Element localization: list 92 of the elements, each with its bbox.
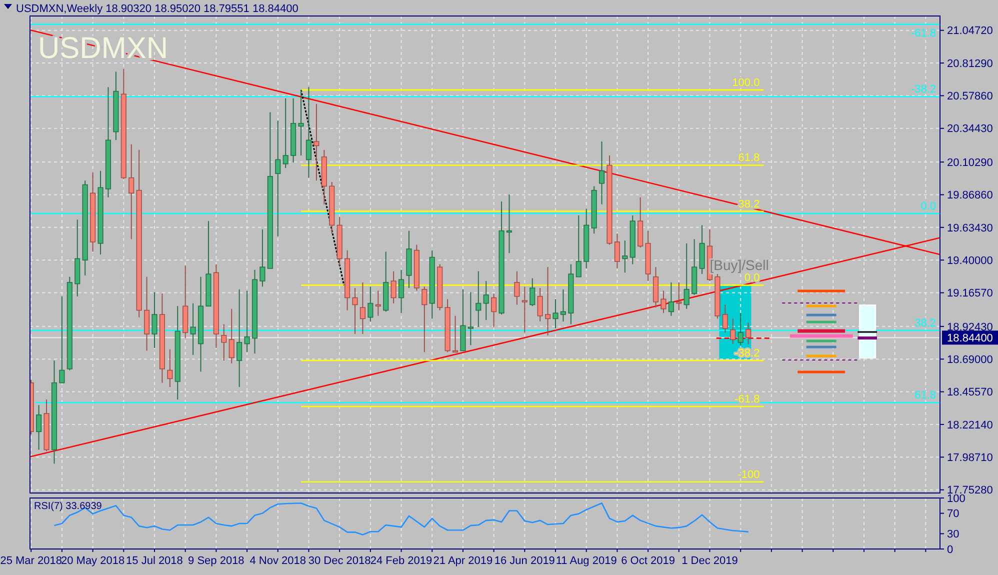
y-tick-label: 30 (947, 528, 960, 541)
candlestick (306, 86, 312, 178)
candlestick (36, 404, 42, 450)
y-tick-label: 19.16570 (947, 288, 993, 300)
candlestick (167, 348, 173, 388)
candlestick (314, 103, 320, 182)
candlestick (228, 308, 234, 364)
y-tick-label: 21.04720 (947, 25, 993, 38)
series-label: -100 (738, 468, 760, 481)
y-tick-label: 18.69000 (947, 354, 993, 366)
candlestick (468, 292, 474, 346)
x-tick-label: 6 Oct 2019 (621, 555, 675, 567)
candlestick (560, 288, 566, 322)
series-label: 61.8 (738, 152, 760, 164)
series-label: 38.2 (738, 198, 760, 210)
candlestick (722, 304, 728, 334)
x-tick-label: 20 May 2018 (60, 555, 125, 567)
candlestick (221, 324, 227, 361)
candlestick (545, 266, 551, 336)
candlestick (422, 286, 428, 353)
candlestick (746, 322, 752, 345)
candlestick (152, 292, 158, 348)
candlestick (368, 286, 374, 322)
y-tick-label: 19.86860 (947, 190, 993, 202)
candlestick (598, 141, 605, 205)
series-label: -38.2 (910, 84, 936, 96)
candlestick (128, 144, 134, 240)
candlestick (352, 287, 358, 334)
candlestick (506, 194, 512, 254)
candlestick (614, 233, 620, 269)
x-tick-label: 15 Jul 2018 (126, 555, 183, 567)
x-tick-label: 4 Nov 2018 (250, 555, 306, 567)
candlestick (275, 120, 281, 237)
x-tick-label: 1 Dec 2019 (682, 555, 738, 567)
candlestick (360, 282, 366, 334)
x-tick-label: 21 Apr 2019 (433, 555, 493, 567)
y-tick-label: 19.40000 (947, 254, 993, 267)
series-label: 0.0 (744, 272, 760, 284)
candlestick (684, 242, 690, 310)
y-tick-label: 20.81290 (947, 58, 993, 70)
y-tick-label: 17.98710 (947, 452, 993, 464)
candlestick (298, 89, 304, 156)
candlestick (375, 290, 381, 316)
candlestick (552, 298, 558, 329)
candlestick (514, 270, 520, 306)
series-label: 61.8 (914, 390, 936, 402)
y-tick-label: 100 (947, 492, 966, 505)
y-tick-label: 19.63430 (947, 222, 993, 234)
x-tick-label: 9 Sep 2018 (188, 555, 244, 567)
candlestick (282, 98, 288, 169)
series-label: 100.0 (732, 76, 760, 89)
chart-title: RSI(7) 33.6939 (34, 501, 102, 512)
candlestick (622, 240, 628, 274)
y-tick-label: 18.45570 (947, 386, 993, 399)
candlestick (398, 269, 404, 314)
candlestick (576, 214, 582, 278)
y-tick-label: 20.10290 (947, 156, 993, 169)
candlestick (730, 318, 736, 344)
candlestick (530, 278, 536, 307)
x-tick-label: 16 Jun 2019 (494, 555, 555, 567)
candlestick (236, 288, 242, 388)
y-tick-label: 0 (947, 544, 954, 556)
y-tick-label: 70 (947, 508, 960, 520)
y-tick-label: 18.22140 (947, 419, 993, 432)
candlestick (244, 290, 250, 353)
candlestick (491, 293, 497, 328)
candlestick (676, 282, 682, 311)
candlestick (59, 296, 65, 384)
y-tick-label: 20.34430 (947, 123, 993, 136)
x-tick-label: 11 Aug 2019 (556, 555, 617, 567)
candlestick (190, 302, 196, 356)
candlestick (452, 315, 458, 353)
candlestick (144, 276, 150, 352)
y-tick-label: 20.57860 (947, 90, 993, 103)
y-tick-label: 18.92430 (947, 321, 993, 334)
candlestick (660, 290, 666, 314)
candlestick (260, 228, 266, 288)
x-tick-label: 30 Dec 2018 (308, 555, 371, 567)
candlestick (483, 280, 489, 321)
series-label: -61.8 (910, 27, 936, 40)
candlestick (668, 282, 674, 316)
x-tick-label: 25 Mar 2018 (0, 555, 62, 567)
ref-line-label: 18.84400 (947, 332, 993, 344)
x-tick-label: 24 Feb 2019 (370, 555, 432, 567)
series-label: 38.2 (914, 317, 936, 330)
candlestick (476, 270, 482, 328)
candlestick (522, 286, 528, 334)
candlestick (537, 287, 543, 322)
chart-title: USDMXN,Weekly 18.90320 18.95020 18.79551 18.84400 (16, 3, 298, 15)
series-label: 0.0 (920, 200, 936, 212)
candlestick (390, 270, 396, 304)
candlestick (738, 312, 744, 346)
